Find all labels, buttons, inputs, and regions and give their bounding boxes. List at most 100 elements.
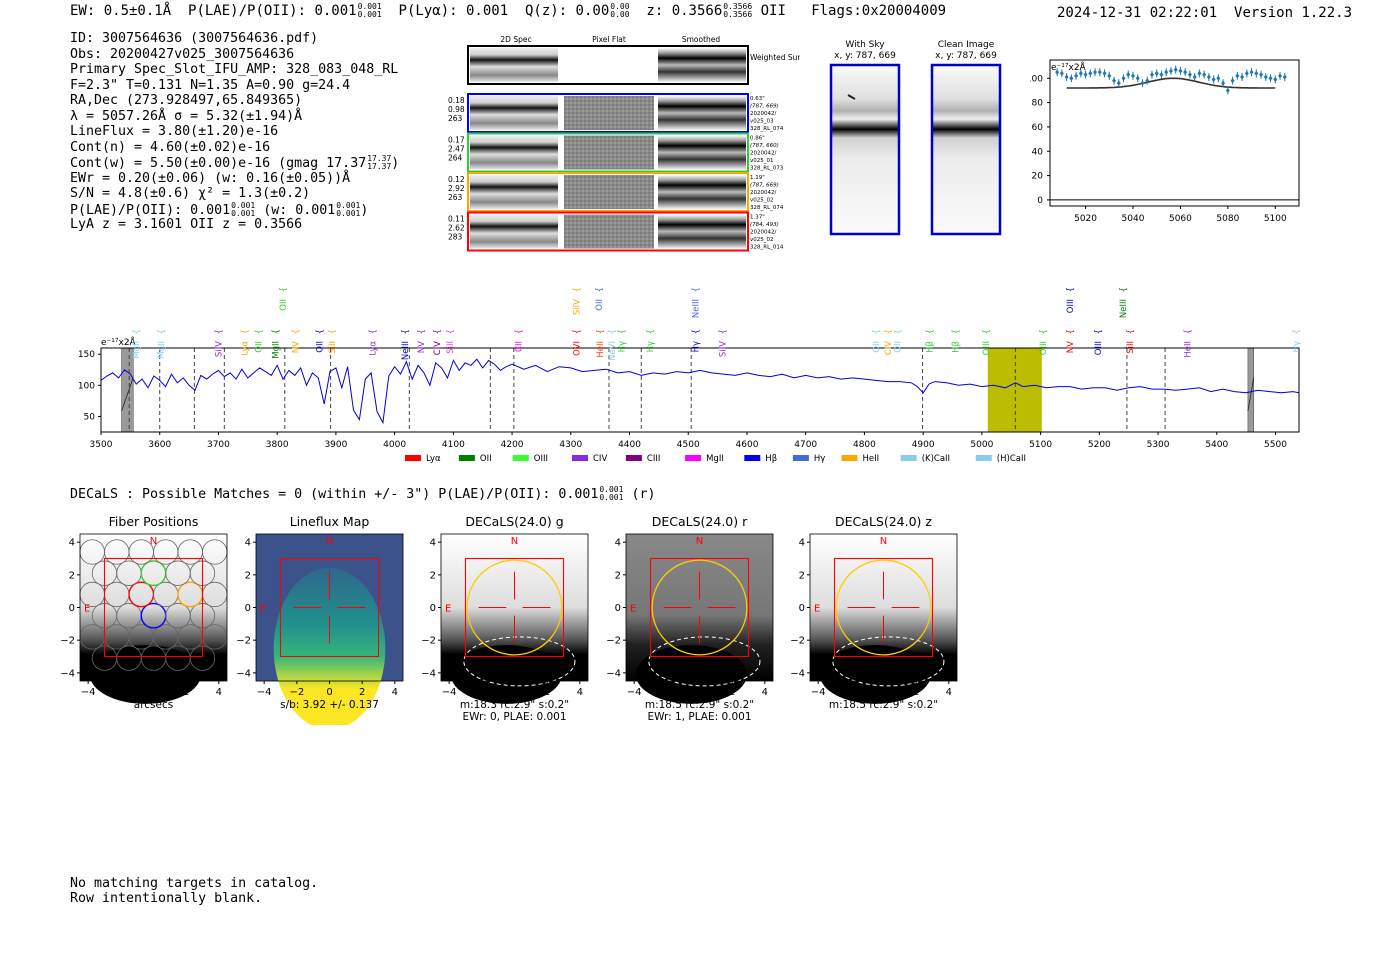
line-label-text: SiIV [214,341,224,357]
zoom-point [1097,69,1102,75]
line-label-text: OII [315,341,325,353]
legend-swatch [625,455,642,461]
panel-xtick-label: 0 [880,687,886,698]
cutout-left-value: 283 [448,233,463,242]
line-label: HeII { [596,329,606,358]
plae-hi: 0.001 [357,2,382,11]
line-label: Hγ { [691,329,701,352]
z-line: OII [760,3,786,19]
zoom-point [1154,70,1159,76]
line-label: SiIV { [573,287,583,315]
with-sky-artifact [847,94,856,100]
line-label-brace: { [401,329,411,334]
line-label-text: Hβ [926,341,936,353]
cutout-smoothed [658,214,746,249]
search-box [279,557,380,658]
zoom-point [1221,80,1226,86]
search-box [649,557,750,658]
zoom-point [1055,69,1060,75]
panel-ytick-label: −4 [606,668,621,679]
panel-ytick-label: −2 [790,636,805,647]
panel-ytick-label: 4 [615,538,621,549]
line-label-text: Hγ [646,341,656,352]
zoom-point [1088,70,1093,76]
line-label-brace: { [254,329,264,334]
panel-title: Lineflux Map [290,514,370,529]
cutout-left-value: 0.18 [448,96,465,105]
line-label-brace: { [315,329,325,334]
zoom-xtick-label: 5060 [1169,214,1192,224]
zoom-xtick-label: 5020 [1074,214,1097,224]
panel-fibers: Fiber Positions N E 4 2 0 −2 −4 −4 −2 0 2 4 arcsecs [60,514,228,711]
info-sn: S/N = 4.8(±0.6) χ² = 1.3(±0.2) [70,186,311,201]
cutout-2dspec [470,96,558,130]
cutout-left-value: 264 [448,154,463,163]
zoom-point [1078,70,1083,76]
panel-ytick-label: 2 [69,570,75,581]
line-label-brace: { [214,329,224,334]
legend-label: CIV [593,454,607,464]
line-label-text: OII [872,341,882,353]
timestamp: 2024-12-31 02:22:01 Version 1.22.3 [1057,5,1352,21]
line-label-text: SiIV [573,299,583,315]
legend-swatch [792,455,809,461]
zoom-axes [1049,59,1300,207]
cutout-2dspec [470,214,558,249]
panel-ytick-label: 0 [799,603,805,614]
spectrum-xtick-label: 4500 [677,440,700,450]
ew-value: EW: 0.5±0.1Å [70,3,172,19]
detection-info: ID: 3007564636 (3007564636.pdf) Obs: 202… [70,31,399,233]
line-label-text: OII [279,299,289,311]
line-label-text: OIII [1039,341,1049,355]
cutout-right-value: 328_RL_074 [750,126,784,132]
zoom-ytick-label: 80 [1032,99,1044,109]
line-label-brace: { [608,329,618,334]
panel-xtick-label: −4 [811,687,826,698]
line-zoom-plot: 0 20 40 60 80 100 5020 5040 5060 5080 5100 e⁻¹⁷x2Å [1030,59,1300,224]
panel-xtick-label: 0 [150,687,156,698]
panel-title: Fiber Positions [109,514,199,529]
zoom-point [1192,74,1197,80]
panel-z: DECaLS(24.0) z N E 4 2 0 −2 −4 −4 −2 0 2 4 m:18.5 rc:… [790,514,958,711]
zoom-point [1102,70,1107,76]
cutout-right-value: 2020042/ [750,111,776,117]
panel-caption: m:18.5 rc:2.9" s:0.2" [645,699,754,711]
contw-end: ) [391,156,400,171]
info-id: ID: 3007564636 (3007564636.pdf) [70,31,319,46]
line-label: OII { [279,287,289,311]
legend-swatch [405,455,421,461]
plae-w-text: (w: 0.001 [263,202,336,218]
decals-plae-hi: 0.001 [599,485,624,494]
panel-xtick-label: 0 [511,687,517,698]
legend-swatch [458,455,475,461]
panel-ytick-label: −2 [606,636,621,647]
zoom-point [1116,80,1121,86]
zoom-point [1126,72,1131,78]
panel-title: DECaLS(24.0) z [835,514,932,529]
line-label-text: CIV [433,341,443,355]
line-label-brace: { [433,329,443,334]
cutout-pixelflat [564,214,654,249]
info-plae-hi: 0.001 [231,200,256,210]
line-label: SiIV { [214,329,224,357]
cutout-frame [467,132,749,173]
line-label: OII { [254,329,264,353]
cutout-left-value: 263 [448,193,463,202]
panel-xtick-label: 4 [216,687,222,698]
panel-caption: m:18.5 rc:2.9" s:0.2" [829,699,938,711]
north-label: N [326,536,333,547]
flags-value: Flags:0x20004009 [811,3,947,19]
spectrum-xtick-label: 4900 [912,440,935,450]
cutout-smoothed [658,96,746,130]
zoom-point [1202,72,1207,78]
panel-ytick-label: 4 [69,538,75,549]
north-label: N [696,536,703,547]
spectrum-xtick-label: 4000 [383,440,406,450]
zoom-point [1159,72,1164,78]
line-label-text: CIV [884,341,894,355]
cutout-right-value: v025_01 [750,158,774,164]
line-label: CIV { [433,329,443,355]
col-title-smoothed: Smoothed [682,35,721,44]
cutout-left-value: 2.62 [448,224,465,233]
spectrum-bg [101,348,1299,432]
